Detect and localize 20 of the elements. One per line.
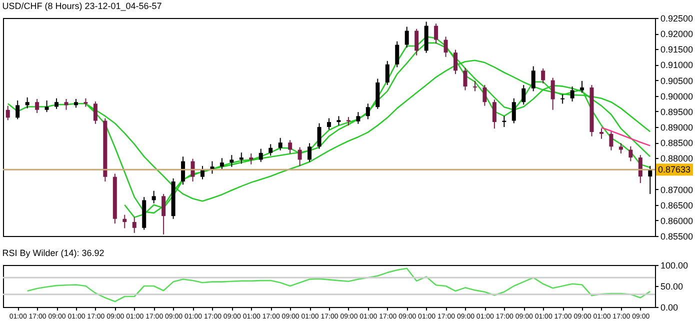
y-tick-label: 0.91500 [660, 44, 694, 55]
y-tick-label: 0.89000 [660, 122, 694, 132]
ref-line-label: 0.87633 [658, 164, 691, 175]
y-tick-label: 0.89500 [660, 106, 694, 117]
y-tick-label: 0.92000 [660, 29, 694, 40]
y-tick-label: 50.00 [660, 282, 684, 292]
y-tick-label: 0.00 [660, 302, 678, 312]
chart-title: USD/CHF (8 Hours) 23-12-01_04-56-57 [2, 1, 162, 11]
y-tick-label: 0.90500 [660, 76, 694, 86]
y-tick-label: 100.00 [660, 260, 688, 270]
y-tick-label: 0.88500 [660, 138, 694, 148]
chart-title: RSI By Wilder (14): 36.92 [2, 248, 104, 258]
y-tick-label: 0.85500 [660, 232, 694, 242]
y-tick-label: 0.92500 [660, 14, 694, 24]
y-tick-label: 0.88000 [660, 154, 694, 164]
y-tick-label: 0.87000 [660, 184, 694, 195]
y-tick-label: 0.90000 [660, 91, 694, 102]
y-tick-label: 0.91000 [660, 60, 694, 70]
y-tick-label: 0.86000 [660, 216, 694, 226]
y-tick-label: 0.86500 [660, 200, 694, 210]
